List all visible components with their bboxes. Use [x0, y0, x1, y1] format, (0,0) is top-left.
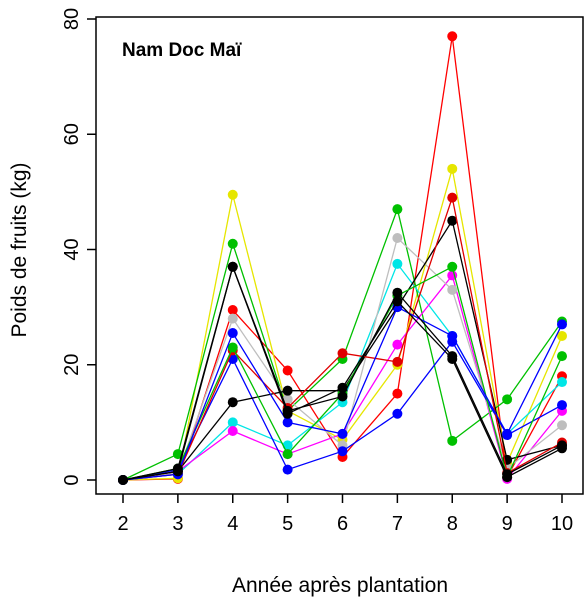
y-tick-label: 60 [61, 123, 83, 145]
data-point [557, 377, 567, 388]
data-point [557, 330, 567, 341]
data-point [392, 388, 403, 399]
series-1 [118, 31, 567, 485]
data-point [392, 287, 403, 298]
data-point [227, 313, 238, 324]
data-point [282, 464, 293, 475]
data-point [447, 215, 458, 226]
data-point [557, 440, 567, 451]
x-tick-label: 6 [337, 513, 348, 535]
data-point [282, 394, 293, 405]
data-point [227, 328, 238, 339]
data-point [392, 204, 403, 215]
data-point [447, 435, 458, 446]
data-point [447, 330, 458, 341]
y-tick-label: 0 [61, 474, 83, 485]
x-axis: 2 3 4 5 6 7 8 9 10 [117, 494, 573, 535]
series-layer [118, 31, 567, 485]
data-point [392, 296, 403, 307]
data-point [392, 339, 403, 350]
data-point [227, 189, 238, 200]
data-point [557, 319, 567, 330]
data-point [337, 382, 348, 393]
x-tick-label: 5 [282, 513, 293, 535]
data-point [282, 405, 293, 416]
x-tick-label: 7 [392, 513, 403, 535]
x-tick-label: 4 [227, 513, 238, 535]
x-tick-label: 8 [447, 513, 458, 535]
data-point [337, 428, 348, 439]
data-point [282, 385, 293, 396]
chart-title: Nam Doc Maï [122, 40, 242, 61]
data-point [282, 365, 293, 376]
y-tick-label: 40 [61, 238, 83, 260]
data-point [282, 417, 293, 428]
data-point [337, 446, 348, 457]
data-point [447, 163, 458, 174]
data-point [337, 391, 348, 402]
data-point [172, 466, 183, 477]
data-point [227, 261, 238, 272]
data-point [447, 284, 458, 295]
data-point [118, 475, 128, 485]
y-tick-label: 80 [61, 8, 83, 30]
x-tick-label: 10 [551, 513, 573, 535]
x-tick-label: 9 [502, 513, 513, 535]
y-axis-title: Poids de fruits (kg) [8, 162, 31, 337]
data-point [392, 408, 403, 419]
data-point [227, 238, 238, 249]
data-point [227, 342, 238, 353]
series-13 [118, 261, 567, 485]
data-point [557, 420, 567, 431]
data-point [227, 305, 238, 316]
y-tick-label: 20 [61, 354, 83, 376]
data-point [447, 192, 458, 203]
data-point [227, 397, 238, 408]
data-point [502, 394, 513, 405]
data-point [227, 426, 238, 437]
data-point [282, 440, 293, 451]
data-point [282, 449, 293, 460]
data-point [392, 258, 403, 269]
data-point [227, 417, 238, 428]
data-point [392, 356, 403, 367]
data-point [337, 348, 348, 359]
y-axis: 0 20 40 60 80 [61, 8, 96, 486]
data-point [502, 428, 513, 439]
x-tick-label: 3 [172, 513, 183, 535]
data-point [447, 261, 458, 272]
data-point [557, 400, 567, 411]
data-point [172, 449, 183, 460]
data-point [447, 351, 458, 362]
x-axis-title: Année après plantation [232, 574, 448, 597]
data-point [502, 469, 513, 480]
data-point [447, 31, 458, 42]
data-point [557, 351, 567, 362]
data-point [392, 232, 403, 243]
plot-frame [95, 16, 584, 495]
x-tick-label: 2 [117, 513, 128, 535]
